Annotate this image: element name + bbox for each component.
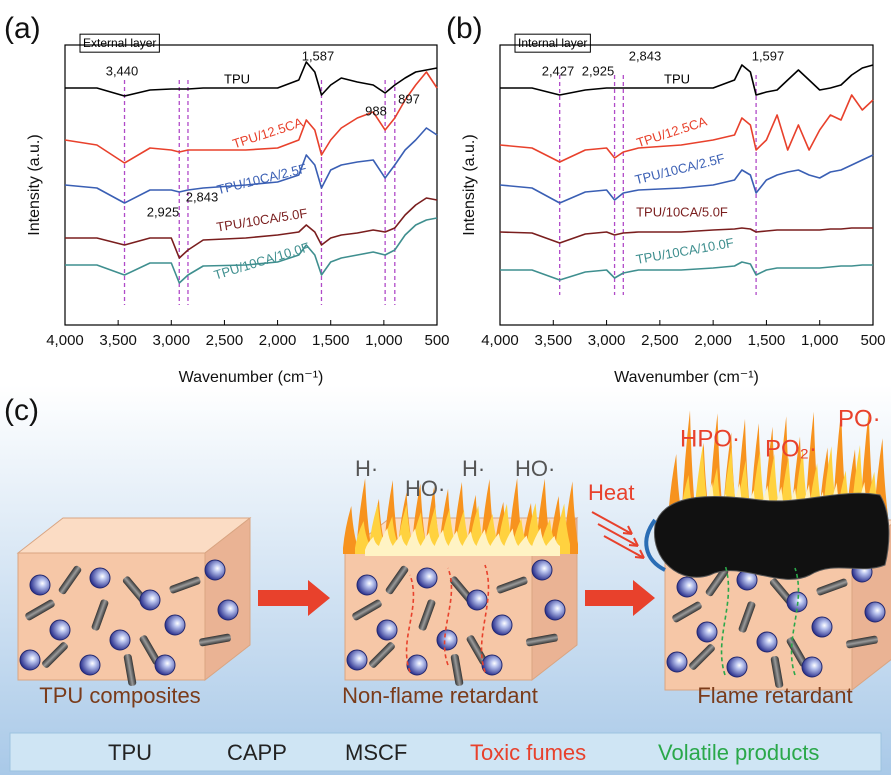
- peak-label: 2,427: [542, 63, 575, 78]
- panel-label: (c): [4, 394, 39, 427]
- panel-label: (a): [4, 12, 41, 45]
- radical-label: H·: [462, 456, 485, 481]
- x-tick-label: 500: [860, 332, 885, 349]
- series-label: TPU/10CA/10.0F: [635, 235, 735, 267]
- y-axis-label: Intensity (a.u.): [26, 134, 43, 235]
- legend-label: TPU: [108, 740, 152, 765]
- series-label: TPU/12.5CA: [231, 114, 305, 151]
- x-tick-label: 3,500: [99, 332, 137, 349]
- peak-label: 988: [365, 103, 387, 118]
- subtitle: Internal layer: [518, 36, 587, 50]
- peak-label: 1,597: [752, 48, 785, 63]
- capp-particle: [812, 617, 832, 637]
- x-tick-label: 2,000: [694, 332, 732, 349]
- capp-particle: [20, 650, 40, 670]
- capp-particle: [677, 577, 697, 597]
- x-axis-label: Wavenumber (cm⁻¹): [614, 369, 759, 386]
- series-label: TPU/10CA/10.0F: [212, 239, 311, 282]
- peak-label: 897: [398, 91, 420, 106]
- peak-label: 3,440: [106, 63, 139, 78]
- radical-label: HPO·: [680, 425, 740, 452]
- x-tick-label: 2,000: [259, 332, 297, 349]
- heat-label: Heat: [588, 480, 634, 505]
- series-label: TPU: [664, 71, 690, 86]
- capp-particle: [50, 620, 70, 640]
- x-axis-label: Wavenumber (cm⁻¹): [179, 369, 324, 386]
- legend-label: CAPP: [227, 740, 287, 765]
- stage-label: Non-flame retardant: [342, 683, 538, 708]
- x-tick-label: 1,000: [365, 332, 403, 349]
- capp-particle: [110, 630, 130, 650]
- capp-particle: [802, 657, 822, 677]
- capp-particle: [357, 575, 377, 595]
- peak-label: 1,587: [302, 48, 335, 63]
- peak-label: 2,925: [582, 63, 615, 78]
- series-label: TPU: [224, 71, 250, 86]
- peak-label: 2,843: [186, 189, 219, 204]
- capp-particle: [90, 568, 110, 588]
- capp-particle: [155, 655, 175, 675]
- x-tick-label: 2,500: [641, 332, 679, 349]
- capp-particle: [492, 615, 512, 635]
- peak-label: 2,843: [629, 48, 662, 63]
- panel-label: (b): [446, 12, 483, 45]
- legend-label: Toxic fumes: [470, 740, 586, 765]
- stage-label: Flame retardant: [697, 683, 852, 708]
- x-tick-label: 3,000: [153, 332, 191, 349]
- capp-particle: [218, 600, 238, 620]
- capp-particle: [865, 602, 885, 622]
- subtitle: External layer: [83, 36, 156, 50]
- x-tick-label: 3,000: [588, 332, 626, 349]
- series-label: TPU/10CA/5.0F: [215, 205, 308, 234]
- x-tick-label: 1,000: [801, 332, 839, 349]
- series-label: TPU/10CA/2.5F: [633, 151, 726, 188]
- spectrum-line: [500, 262, 873, 280]
- x-tick-label: 1,500: [748, 332, 786, 349]
- peak-label: 2,925: [147, 204, 180, 219]
- capp-particle: [697, 622, 717, 642]
- series-label: TPU/10CA/2.5F: [215, 161, 308, 198]
- y-axis-label: Intensity (a.u.): [461, 134, 478, 235]
- x-tick-label: 2,500: [206, 332, 244, 349]
- capp-particle: [437, 630, 457, 650]
- capp-particle: [205, 560, 225, 580]
- legend-label: Volatile products: [658, 740, 819, 765]
- radical-label: HO·: [405, 476, 445, 501]
- capp-particle: [545, 600, 565, 620]
- series-label: TPU/10CA/5.0F: [636, 204, 728, 219]
- radical-label: PO₂·: [765, 435, 817, 462]
- capp-particle: [165, 615, 185, 635]
- capp-particle: [667, 652, 687, 672]
- capp-particle: [80, 655, 100, 675]
- radical-label: H·: [355, 456, 378, 481]
- capp-particle: [347, 650, 367, 670]
- x-tick-label: 4,000: [481, 332, 519, 349]
- capp-particle: [140, 590, 160, 610]
- char-layer: [654, 493, 888, 579]
- capp-particle: [30, 575, 50, 595]
- figure: (c) Heat H· HO· H· HO· HPO· PO₂· PO· TPU CAPP M…: [0, 0, 891, 775]
- legend-label: MSCF: [345, 740, 407, 765]
- capp-particle: [467, 590, 487, 610]
- spectrum-line: [500, 228, 873, 243]
- radical-label: PO·: [838, 405, 881, 432]
- capp-particle: [377, 620, 397, 640]
- capp-particle: [727, 657, 747, 677]
- capp-particle: [757, 632, 777, 652]
- stage-label: TPU composites: [39, 683, 200, 708]
- x-tick-label: 3,500: [535, 332, 573, 349]
- x-tick-label: 4,000: [46, 332, 84, 349]
- capp-particle: [532, 560, 552, 580]
- x-tick-label: 500: [424, 332, 449, 349]
- capp-particle: [417, 568, 437, 588]
- x-tick-label: 1,500: [312, 332, 350, 349]
- radical-label: HO·: [515, 456, 555, 481]
